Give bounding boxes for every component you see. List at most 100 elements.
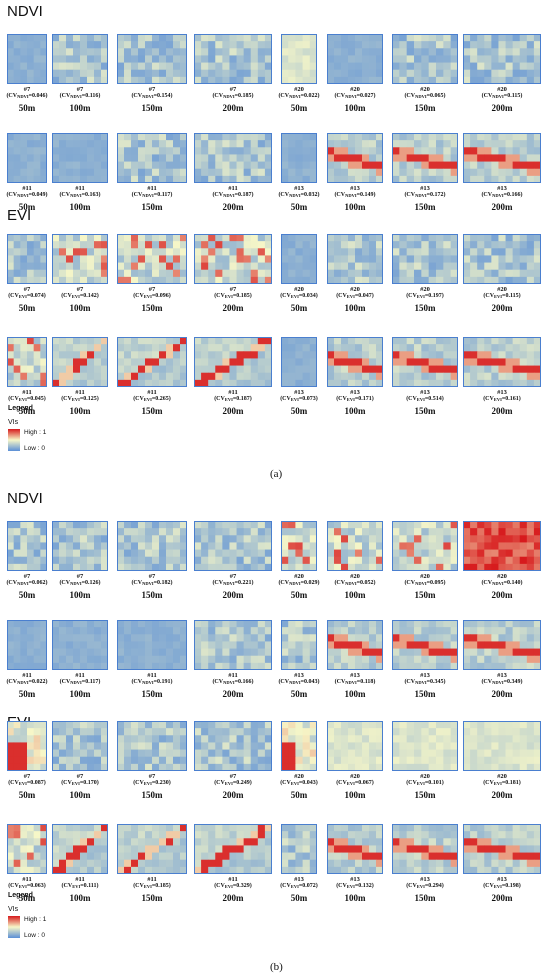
map-pixel: [414, 365, 422, 374]
map-pixel: [450, 175, 458, 183]
map-pixel: [117, 241, 125, 249]
map-pixel: [498, 168, 506, 177]
map-pixel: [295, 133, 303, 141]
map-pixel: [208, 845, 216, 853]
map-pixel: [533, 549, 541, 558]
map-pixel: [7, 255, 15, 263]
map-pixel: [138, 542, 146, 550]
map-pixel: [87, 742, 95, 750]
cv-subscript: EVI: [71, 294, 80, 299]
map-pixel: [194, 48, 202, 56]
vi-map: [117, 721, 187, 771]
map-pixel: [159, 742, 167, 750]
map-pixel: [392, 140, 400, 148]
map-pixel: [215, 845, 223, 853]
map-pixel: [519, 866, 528, 874]
map-pixel: [257, 41, 266, 49]
map-pixel: [208, 655, 216, 664]
map-pixel: [477, 379, 485, 387]
map-pixel: [80, 838, 88, 846]
map-pixel: [7, 641, 15, 649]
map-pixel: [222, 62, 230, 71]
map-pixel: [484, 351, 492, 359]
map-pixel: [526, 662, 535, 670]
map-pixel: [159, 556, 167, 565]
map-pixel: [215, 372, 223, 381]
map-pixel: [341, 140, 349, 148]
map-pixel: [519, 742, 528, 750]
map-pixel: [362, 175, 370, 183]
map-pixel: [59, 337, 67, 345]
map-pixel: [33, 838, 41, 846]
plot-id: #11: [22, 185, 32, 192]
map-pixel: [222, 269, 230, 278]
map-pixel: [229, 528, 237, 536]
map-pixel: [173, 662, 181, 670]
map-pixel: [117, 344, 125, 352]
map-pixel: [257, 365, 266, 374]
map-pixel: [355, 344, 363, 352]
map-pixel: [208, 852, 216, 861]
plot-id: #20: [350, 86, 360, 93]
resolution-label: 100m: [344, 590, 366, 600]
cv-subscript: EVI: [143, 781, 152, 786]
map-pixel: [131, 269, 139, 278]
map-pixel: [173, 824, 181, 832]
map-pixel: [208, 627, 216, 635]
map-pixel: [264, 528, 272, 536]
map-pixel: [250, 269, 259, 278]
map-pixel: [87, 168, 95, 177]
map-pixel: [498, 161, 506, 170]
resolution-label: 150m: [141, 689, 163, 699]
map-pixel: [194, 655, 202, 664]
map-pixel: [73, 662, 81, 670]
map-pixel: [443, 69, 452, 78]
map-pixel: [59, 262, 67, 271]
map-pixel: [470, 641, 478, 649]
map-pixel: [124, 756, 132, 765]
map-pixel: [443, 620, 452, 628]
map-pixel: [180, 133, 187, 141]
map-pixel: [13, 337, 21, 345]
map-pixel: [180, 276, 187, 284]
map-pixel: [94, 721, 102, 729]
map-pixel: [229, 742, 237, 750]
map-pixel: [519, 168, 528, 177]
map-pixel: [52, 528, 60, 536]
map-pixel: [152, 69, 160, 78]
map-pixel: [505, 563, 514, 571]
map-pixel: [463, 721, 471, 729]
map-pixel: [73, 721, 81, 729]
map-pixel: [288, 763, 296, 771]
map-pixel: [59, 742, 67, 750]
map-pixel: [124, 147, 132, 155]
map-pixel: [327, 549, 335, 558]
map-pixel: [355, 620, 363, 628]
map-pixel: [264, 255, 272, 263]
map-pixel: [131, 845, 139, 853]
map-pixel: [443, 337, 452, 345]
map-pixel: [40, 241, 47, 249]
map-pixel: [229, 634, 237, 642]
map-pixel: [414, 255, 422, 263]
map-pixel: [498, 721, 506, 729]
map-pixel: [348, 627, 356, 635]
map-pixel: [40, 749, 47, 758]
map-pixel: [145, 620, 153, 628]
map-pixel: [376, 634, 383, 642]
map-pixel: [80, 528, 88, 536]
cv-label: (CVNDVI=0.187): [212, 192, 254, 198]
map-border: [327, 34, 383, 84]
map-pixel: [33, 379, 41, 387]
cv-subscript: EVI: [72, 884, 81, 889]
map-pixel: [421, 337, 430, 345]
map-pixel: [166, 69, 174, 78]
map-pixel: [145, 337, 153, 345]
map-pixel: [281, 241, 289, 249]
map-pixel: [173, 168, 181, 177]
map-pixel: [414, 728, 422, 736]
map-pixel: [180, 241, 187, 249]
map-pixel: [52, 269, 60, 278]
map-pixel: [341, 351, 349, 359]
map-pixel: [355, 866, 363, 874]
